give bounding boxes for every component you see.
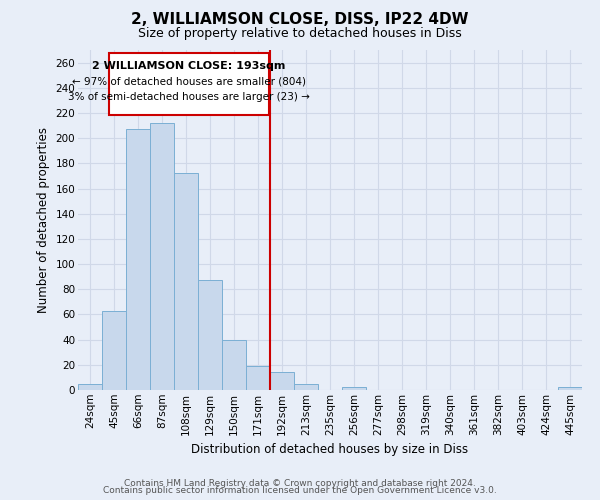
Text: 2 WILLIAMSON CLOSE: 193sqm: 2 WILLIAMSON CLOSE: 193sqm	[92, 62, 286, 72]
Bar	[150, 123, 174, 390]
Bar	[270, 372, 294, 390]
Bar	[198, 280, 222, 390]
Bar	[342, 388, 366, 390]
Bar	[102, 310, 126, 390]
Y-axis label: Number of detached properties: Number of detached properties	[37, 127, 50, 313]
Bar	[294, 384, 318, 390]
Text: Contains public sector information licensed under the Open Government Licence v3: Contains public sector information licen…	[103, 486, 497, 495]
Bar	[109, 52, 269, 116]
Bar	[78, 384, 102, 390]
Bar	[222, 340, 246, 390]
Bar	[174, 174, 198, 390]
Text: ← 97% of detached houses are smaller (804): ← 97% of detached houses are smaller (80…	[72, 76, 306, 86]
Bar	[558, 388, 582, 390]
Bar	[126, 130, 150, 390]
Text: Size of property relative to detached houses in Diss: Size of property relative to detached ho…	[138, 28, 462, 40]
Text: 2, WILLIAMSON CLOSE, DISS, IP22 4DW: 2, WILLIAMSON CLOSE, DISS, IP22 4DW	[131, 12, 469, 28]
Text: Contains HM Land Registry data © Crown copyright and database right 2024.: Contains HM Land Registry data © Crown c…	[124, 478, 476, 488]
Text: 3% of semi-detached houses are larger (23) →: 3% of semi-detached houses are larger (2…	[68, 92, 310, 102]
X-axis label: Distribution of detached houses by size in Diss: Distribution of detached houses by size …	[191, 443, 469, 456]
Bar	[246, 366, 270, 390]
